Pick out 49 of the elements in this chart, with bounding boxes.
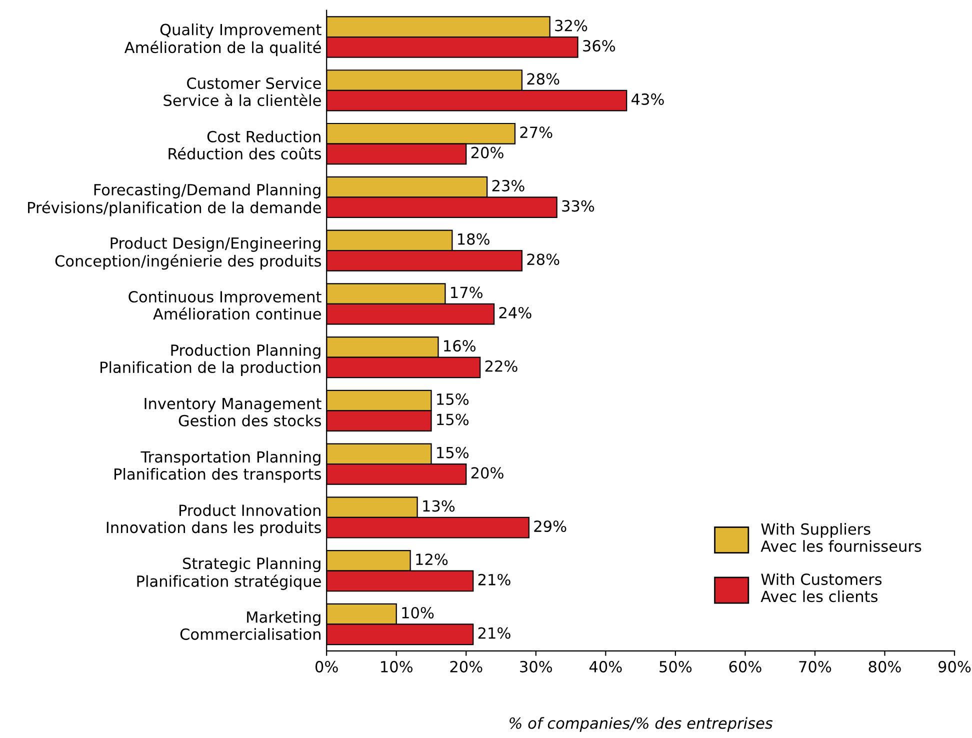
y-tick-label: Transportation Planning Planification des transports — [114, 450, 321, 483]
x-tick-label: 30% — [520, 660, 552, 672]
data-label: 22% — [485, 360, 518, 372]
data-label: 16% — [444, 340, 476, 352]
y-tick-label: Cost Reduction Réduction des coûts — [168, 130, 321, 160]
data-label: 24% — [499, 306, 532, 319]
data-label: 15% — [437, 393, 469, 405]
data-label: 33% — [562, 200, 594, 212]
x-tick-label: 70% — [799, 660, 832, 672]
data-label: 20% — [471, 467, 504, 479]
y-tick-label: Product Design/Engineering Conception/ingénierie des produits — [55, 237, 321, 270]
data-label: 28% — [527, 254, 560, 266]
data-label: 21% — [478, 574, 510, 586]
data-label: 43% — [632, 93, 664, 105]
x-tick-label: 10% — [381, 660, 412, 672]
legend-label: With Customers Avec les clients — [760, 573, 882, 602]
y-tick-label: Product Innovation Innovation dans les produits — [106, 504, 321, 536]
x-tick-label: 20% — [450, 660, 482, 672]
y-tick-label: Inventory Management Gestion des stocks — [144, 398, 322, 426]
data-label: 17% — [451, 286, 482, 298]
data-label: 20% — [471, 146, 504, 158]
y-tick-label: Strategic Planning Planification stratégique — [137, 557, 321, 590]
data-label: 10% — [402, 606, 434, 619]
y-tick-label: Forecasting/Demand Planning Prévisions/planification de la demande — [28, 184, 321, 216]
data-label: 27% — [520, 126, 552, 138]
y-tick-label: Continuous Improvement Amélioration continue — [128, 290, 322, 320]
y-tick-label: Quality Improvement Amélioration de la qualité — [124, 24, 322, 56]
data-label: 36% — [583, 40, 616, 52]
x-tick-label: 50% — [660, 660, 692, 672]
data-label: 28% — [527, 73, 560, 85]
x-tick-label: 40% — [589, 660, 622, 672]
y-tick-label: Production Planning Planification de la production — [100, 344, 320, 376]
data-label: 15% — [437, 446, 469, 458]
legend-label: With Suppliers Avec les fournisseurs — [760, 523, 922, 552]
data-label: 15% — [437, 414, 469, 426]
x-axis-title: % of companies/% des entreprises — [510, 717, 773, 732]
y-tick-label: Marketing Commercialisation — [180, 611, 320, 640]
data-label: 12% — [416, 554, 448, 566]
data-label: 13% — [423, 500, 455, 512]
x-tick-label: 0% — [315, 660, 338, 672]
data-label: 29% — [534, 520, 566, 532]
data-label: 32% — [555, 20, 588, 32]
data-label: 23% — [492, 180, 524, 192]
x-tick-label: 80% — [868, 660, 901, 672]
data-label: 21% — [478, 627, 510, 639]
x-tick-label: 90% — [938, 660, 971, 672]
data-label: 18% — [458, 233, 490, 245]
x-tick-label: 60% — [729, 660, 762, 672]
y-tick-label: Customer Service Service à la clientèle — [164, 77, 321, 106]
